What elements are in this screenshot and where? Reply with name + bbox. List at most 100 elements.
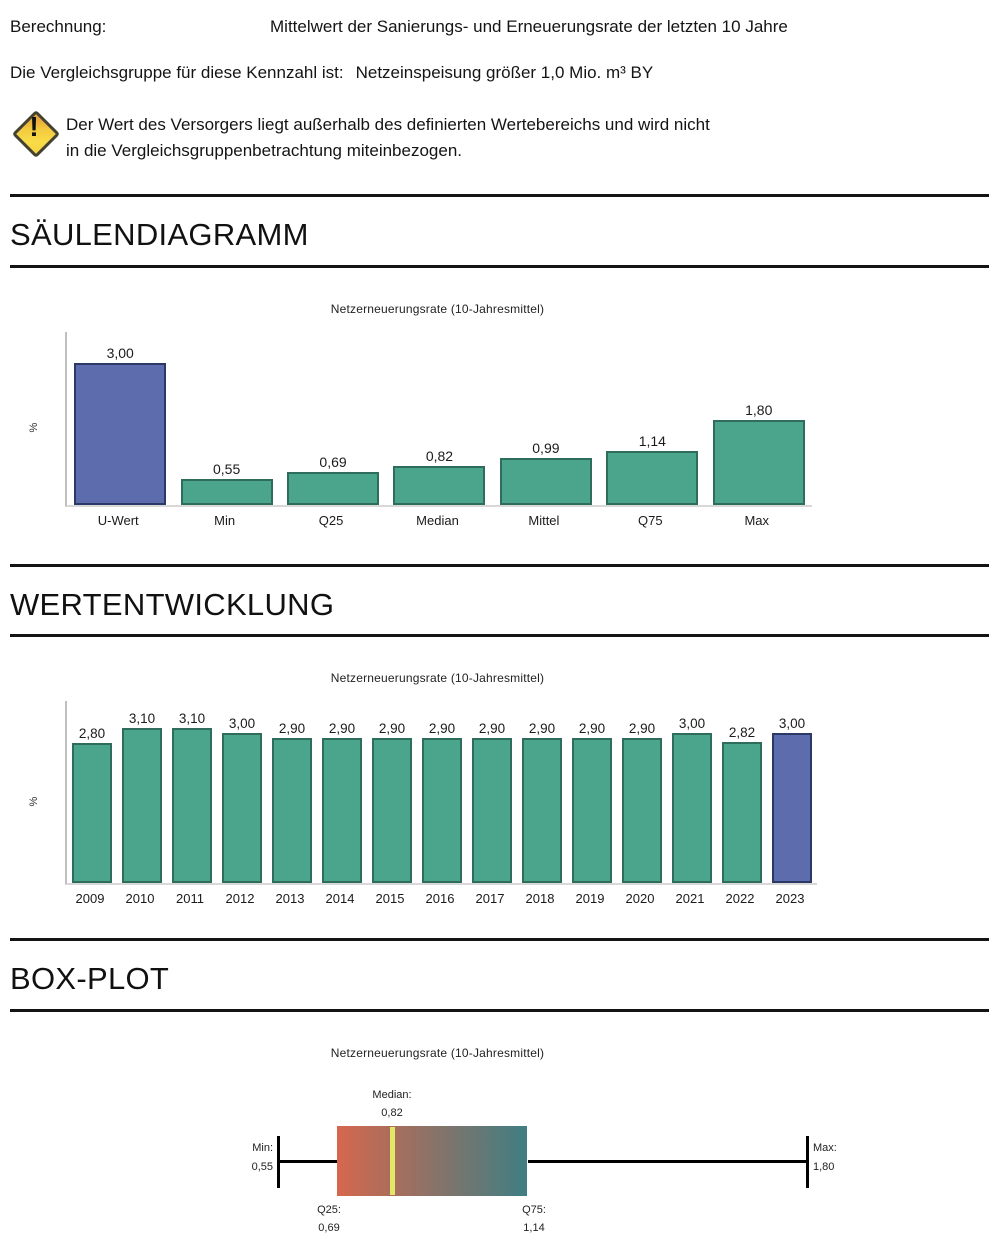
bar-value-label: 2,90	[478, 721, 506, 737]
median-value: 0,82	[381, 1106, 403, 1119]
bar-slot: 2,90	[317, 721, 367, 884]
max-value: 1,80	[813, 1160, 835, 1173]
y-axis-label: %	[28, 796, 40, 807]
bar	[712, 419, 805, 505]
chart-title: Netzerneuerungsrate (10-Jahresmittel)	[330, 671, 545, 686]
bar	[672, 733, 712, 884]
bar-highlighted	[772, 733, 812, 884]
warning-text: Der Wert des Versorgers liegt außerhalb …	[66, 110, 710, 164]
bar	[499, 457, 592, 505]
bars-container: 3,00 0,55 0,69 0,82 0,99 1,14 1,80	[65, 331, 812, 507]
q25-value: 0,69	[318, 1221, 340, 1234]
x-axis-labels: U-Wert Min Q25 Median Mittel Q75 Max	[65, 513, 810, 528]
chart-title: Netzerneuerungsrate (10-Jahresmittel)	[330, 301, 545, 316]
bar	[422, 738, 462, 884]
bar-value-label: 3,10	[178, 711, 206, 727]
bar	[522, 738, 562, 884]
x-axis-tick-label: 2009	[75, 891, 105, 907]
bar-slot: 2,90	[367, 721, 417, 884]
chart-plot-area: % 3,00 0,55 0,69 0,82 0,99 1,14 1,80 U-Wert Min…	[10, 331, 989, 528]
whisker-line-left	[278, 1159, 337, 1163]
x-axis-tick-label: 2012	[225, 891, 255, 907]
bar-value-label: 3,00	[228, 716, 256, 732]
x-axis-tick-label: 2019	[575, 891, 605, 907]
x-axis-tick-label: Q75	[638, 512, 663, 528]
x-axis-tick-label: 2014	[325, 891, 355, 907]
bar-value-label: 1,80	[745, 401, 773, 418]
vergleichsgruppe-label: Die Vergleichsgruppe für diese Kennzahl …	[10, 63, 344, 83]
bar-highlighted	[74, 362, 167, 505]
vergleichsgruppe-value: Netzeinspeisung größer 1,0 Mio. m³ BY	[355, 63, 654, 83]
x-axis-tick-label: 2015	[375, 891, 405, 907]
bar-slot: 1,80	[706, 402, 812, 505]
section-title-box-plot: BOX-PLOT	[10, 961, 170, 997]
warning-banner: ! Der Wert des Versorgers liegt außerhal…	[10, 110, 989, 164]
bar	[180, 478, 273, 505]
box-iqr	[337, 1125, 527, 1196]
q75-value: 1,14	[523, 1221, 545, 1234]
bar-value-label: 3,00	[106, 344, 134, 361]
bottom-spacer	[10, 1238, 989, 1244]
x-axis-labels: 2009 2010 2011 2012 2013 2014 2015 2016 2017 2018…	[65, 891, 815, 906]
x-axis-tick-label: 2022	[725, 891, 755, 907]
bar	[572, 738, 612, 884]
bar-slot: 0,99	[493, 440, 599, 505]
warning-icon: !	[10, 108, 61, 159]
x-axis-tick-label: 2013	[275, 891, 305, 907]
bar-slot: 3,00	[667, 716, 717, 884]
bar-value-label: 2,90	[328, 721, 356, 737]
separator-line	[10, 1008, 989, 1012]
min-label: Min:	[252, 1141, 273, 1154]
bar	[222, 733, 262, 884]
x-axis-tick-label: 2018	[525, 891, 555, 907]
bar-value-label: 0,55	[213, 460, 241, 477]
separator-line	[10, 634, 989, 638]
x-axis-tick-label: Max	[744, 512, 770, 528]
bar-value-label: 0,69	[319, 453, 347, 470]
bars-container: 2,80 3,10 3,10 3,00 2,90 2,90 2,90 2,90 2,90 2,90…	[65, 701, 817, 886]
x-axis-tick-label: 2020	[625, 891, 655, 907]
bar-slot: 3,00	[217, 716, 267, 884]
bar-slot: 2,90	[617, 721, 667, 884]
bar-slot: 2,90	[517, 721, 567, 884]
bar-value-label: 2,90	[578, 721, 606, 737]
bar-slot: 2,80	[67, 726, 117, 884]
bar-slot: 0,69	[280, 454, 386, 505]
bar-slot: 2,82	[717, 725, 767, 884]
bar-slot: 3,10	[117, 711, 167, 884]
chart-title: Netzerneuerungsrate (10-Jahresmittel)	[330, 1045, 545, 1060]
bar	[372, 738, 412, 884]
whisker-cap-max	[806, 1135, 809, 1188]
box-plot-area: Median: 0,82 Min: 0,55 Max: 1,80 Q25: 0,…	[10, 1086, 989, 1238]
warning-text-line-1: Der Wert des Versorgers liegt außerhalb …	[66, 115, 710, 135]
section-title-wertentwicklung: WERTENTWICKLUNG	[10, 586, 335, 622]
x-axis-tick-label: 2023	[775, 891, 805, 907]
bar-slot: 2,90	[267, 721, 317, 884]
bar-value-label: 0,99	[532, 439, 560, 456]
bar-value-label: 2,90	[628, 721, 656, 737]
median-line	[390, 1126, 395, 1195]
berechnung-row: Berechnung: Mittelwert der Sanierungs- u…	[10, 16, 989, 37]
warning-text-line-2: in die Vergleichsgruppenbetrachtung mite…	[66, 141, 462, 161]
berechnung-label: Berechnung:	[10, 17, 107, 36]
bar	[172, 728, 212, 884]
x-axis-tick-label: 2010	[125, 891, 155, 907]
max-label: Max:	[813, 1141, 837, 1154]
bar-slot: 2,90	[417, 721, 467, 884]
y-axis-label: %	[28, 422, 40, 433]
x-axis-tick-label: 2016	[425, 891, 455, 907]
x-axis-tick-label: Median	[416, 512, 459, 528]
whisker-line-right	[528, 1159, 807, 1163]
separator-line	[10, 563, 989, 567]
bar-slot: 3,00	[67, 345, 173, 505]
bar	[606, 450, 699, 505]
bar-chart-history: Netzerneuerungsrate (10-Jahresmittel) % …	[10, 671, 989, 906]
bar-value-label: 2,90	[278, 721, 306, 737]
bar-value-label: 3,10	[128, 711, 156, 727]
berechnung-value: Mittelwert der Sanierungs- und Erneuerun…	[270, 17, 788, 36]
bar-value-label: 2,80	[78, 726, 106, 742]
separator-line	[10, 193, 989, 197]
warning-exclamation-glyph: !	[29, 111, 39, 143]
box-plot-chart: Netzerneuerungsrate (10-Jahresmittel) Me…	[10, 1046, 989, 1238]
